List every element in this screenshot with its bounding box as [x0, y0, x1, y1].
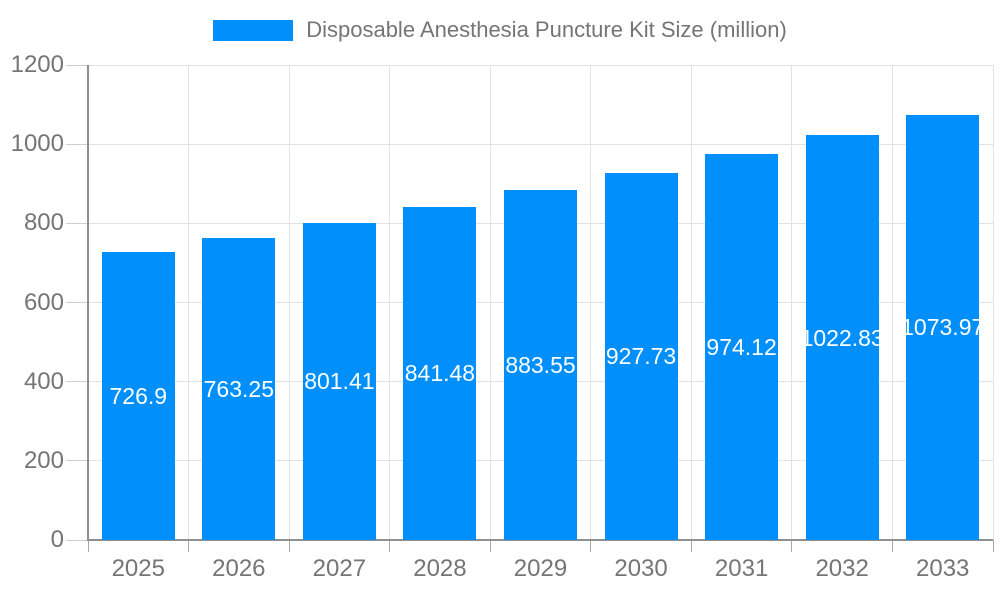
y-tick-label-400: 400	[23, 367, 64, 395]
x-axis-tick	[992, 540, 994, 552]
x-tick-label-2027: 2027	[312, 555, 367, 582]
y-tick-label-600: 600	[23, 288, 64, 316]
x-tick-label-2025: 2025	[111, 555, 165, 582]
bar-2033	[906, 114, 980, 540]
x-axis-tick	[288, 540, 290, 552]
gridline-x-7	[791, 65, 793, 540]
gridline-y-1000	[88, 143, 993, 145]
bar-2026	[202, 237, 276, 540]
y-tick-label-800: 800	[23, 209, 64, 237]
gridline-x-1	[188, 65, 190, 540]
x-axis-tick	[188, 540, 190, 552]
y-axis-tick	[66, 460, 88, 462]
bar-value-label-2028: 841.48	[404, 360, 476, 387]
x-tick-label-2026: 2026	[212, 555, 266, 582]
bar-value-label-2031: 974.12	[706, 334, 777, 361]
bar-value-label-2026: 763.25	[203, 375, 274, 402]
y-tick-label-1000: 1000	[10, 130, 64, 158]
y-axis-tick	[66, 222, 88, 224]
bar-value-label-2030: 927.73	[605, 343, 677, 370]
y-axis-line	[87, 65, 89, 540]
x-tick-label-2031: 2031	[714, 555, 769, 582]
y-axis-tick	[66, 381, 88, 383]
gridline-x-3	[389, 65, 391, 540]
x-axis-tick	[791, 540, 793, 552]
gridline-x-4	[489, 65, 491, 540]
gridline-x-9	[992, 65, 994, 540]
x-axis-tick	[389, 540, 391, 552]
x-tick-label-2030: 2030	[614, 555, 668, 582]
bar-2025	[101, 252, 175, 540]
x-axis-line	[87, 539, 993, 541]
x-axis-tick	[690, 540, 692, 552]
bar-value-label-2027: 801.41	[304, 368, 375, 395]
gridline-x-8	[891, 65, 893, 540]
x-axis-tick	[87, 540, 89, 552]
y-tick-label-200: 200	[23, 446, 64, 474]
x-tick-label-2033: 2033	[916, 555, 970, 582]
gridline-y-1200	[88, 64, 993, 66]
x-tick-label-2029: 2029	[513, 555, 568, 582]
bar-value-label-2029: 883.55	[505, 352, 576, 379]
bar-value-label-2025: 726.9	[109, 383, 168, 410]
y-tick-label-1200: 1200	[10, 51, 64, 78]
gridline-x-2	[288, 65, 290, 540]
x-tick-label-2032: 2032	[815, 555, 869, 582]
bar-value-label-2032: 1022.83	[800, 324, 884, 351]
bar-2029	[504, 190, 577, 540]
gridline-x-6	[690, 65, 692, 540]
legend-item[interactable]: Disposable Anesthesia Puncture Kit Size …	[213, 17, 787, 43]
bar-2027	[302, 222, 376, 540]
bar-2031	[705, 154, 779, 540]
y-tick-label-0: 0	[50, 526, 64, 553]
y-axis-tick	[66, 302, 88, 303]
legend-swatch-icon	[213, 19, 294, 41]
x-axis-tick	[590, 540, 592, 552]
bar-2030	[604, 172, 678, 540]
y-axis-tick	[66, 539, 88, 541]
bar-2028	[403, 206, 477, 540]
x-axis-tick	[891, 540, 893, 552]
legend: Disposable Anesthesia Puncture Kit Size …	[0, 17, 1000, 43]
legend-label: Disposable Anesthesia Puncture Kit Size …	[306, 17, 787, 42]
bar-2032	[805, 135, 879, 540]
bar-value-label-2033: 1073.97	[901, 314, 985, 341]
y-axis-tick	[66, 143, 88, 145]
x-axis-tick	[489, 540, 491, 552]
y-axis-tick	[66, 64, 88, 66]
x-tick-label-2028: 2028	[413, 555, 467, 582]
gridline-x-5	[590, 65, 592, 540]
